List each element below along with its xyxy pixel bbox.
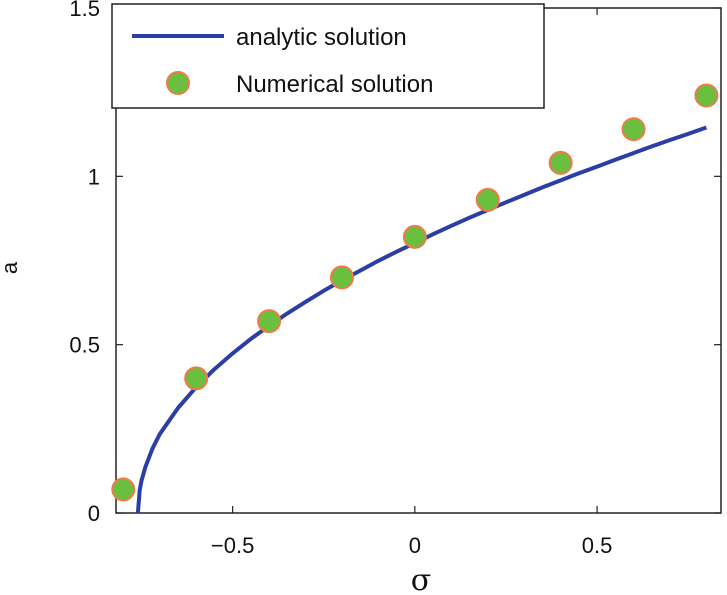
- tick-labels: −0.5 0 0.5 0 0.5 1 1.5: [69, 0, 612, 558]
- numerical-solution-point: [548, 150, 573, 175]
- x-axis-label: σ: [411, 563, 431, 595]
- x-tick-label: 0: [409, 533, 421, 558]
- numerical-solution-point: [475, 187, 500, 212]
- y-tick-label: 1: [88, 164, 100, 189]
- legend-dot-marker: [166, 71, 190, 95]
- numerical-solution-point: [111, 477, 136, 502]
- numerical-solution-point: [402, 224, 427, 249]
- numerical-solution-point: [257, 309, 282, 334]
- numerical-solution-point: [184, 366, 209, 391]
- series-layer: [111, 83, 719, 514]
- numerical-solution-point: [329, 265, 354, 290]
- numerical-solution-point: [621, 117, 646, 142]
- legend-label-numerical: Numerical solution: [236, 71, 433, 98]
- legend-label-analytic: analytic solution: [236, 24, 407, 51]
- y-axis-label: a: [0, 261, 22, 274]
- y-tick-label: 0: [88, 501, 100, 526]
- x-tick-label: −0.5: [211, 533, 254, 558]
- y-tick-label: 1.5: [69, 0, 100, 21]
- legend: analytic solution Numerical solution: [111, 3, 545, 109]
- numerical-solution-point: [694, 83, 719, 108]
- analytic-solution-line: [135, 125, 708, 514]
- x-tick-label: 0.5: [582, 533, 613, 558]
- y-tick-label: 0.5: [69, 333, 100, 358]
